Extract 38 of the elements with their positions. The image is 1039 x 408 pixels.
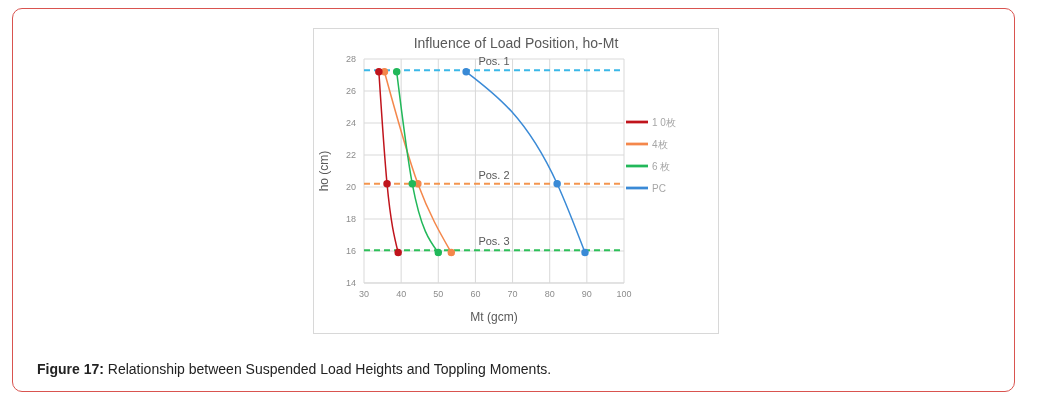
point — [394, 248, 402, 257]
y-axis-title: ho (cm) — [317, 150, 332, 192]
point — [434, 248, 443, 257]
x-axis-title: Mt (gcm) — [470, 310, 518, 324]
point — [375, 68, 383, 76]
x-tick-label: 60 — [470, 289, 481, 300]
ref-line-label: Pos. 2 — [478, 168, 510, 181]
x-tick-label: 90 — [581, 289, 592, 300]
x-tick-label: 30 — [358, 289, 370, 300]
legend-label: 4枚 — [652, 139, 668, 151]
point — [383, 180, 391, 188]
ref-line-label: Pos. 1 — [478, 55, 510, 68]
y-tick-label: 22 — [345, 150, 356, 161]
legend-label: PC — [652, 183, 666, 195]
point — [392, 68, 401, 76]
y-tick-label: 28 — [345, 54, 356, 65]
point — [581, 248, 589, 257]
chart-title: Influence of Load Position, ho-Mt — [412, 35, 620, 51]
y-tick-label: 24 — [345, 118, 356, 129]
ref-line-label: Pos. 3 — [478, 235, 510, 248]
point — [408, 180, 417, 188]
y-tick-label: 18 — [345, 214, 356, 225]
point — [553, 180, 561, 188]
x-tick-label: 70 — [507, 289, 518, 300]
legend-label: 6 枚 — [652, 161, 671, 173]
x-tick-label: 80 — [544, 289, 555, 300]
y-tick-label: 14 — [345, 278, 356, 289]
y-tick-label: 26 — [345, 86, 356, 97]
point — [447, 248, 456, 257]
x-tick-label: 40 — [396, 289, 407, 300]
legend-label: 1 0枚 — [652, 117, 676, 129]
x-tick-label: 50 — [433, 289, 444, 300]
x-tick-label: 100 — [616, 289, 632, 300]
point — [462, 68, 470, 76]
point — [380, 68, 389, 76]
caption: Figure 17: Relationship between Suspended Load Heights and Toppling Moments. — [37, 361, 552, 377]
y-tick-label: 16 — [345, 246, 356, 257]
y-tick-label: 20 — [345, 182, 356, 193]
